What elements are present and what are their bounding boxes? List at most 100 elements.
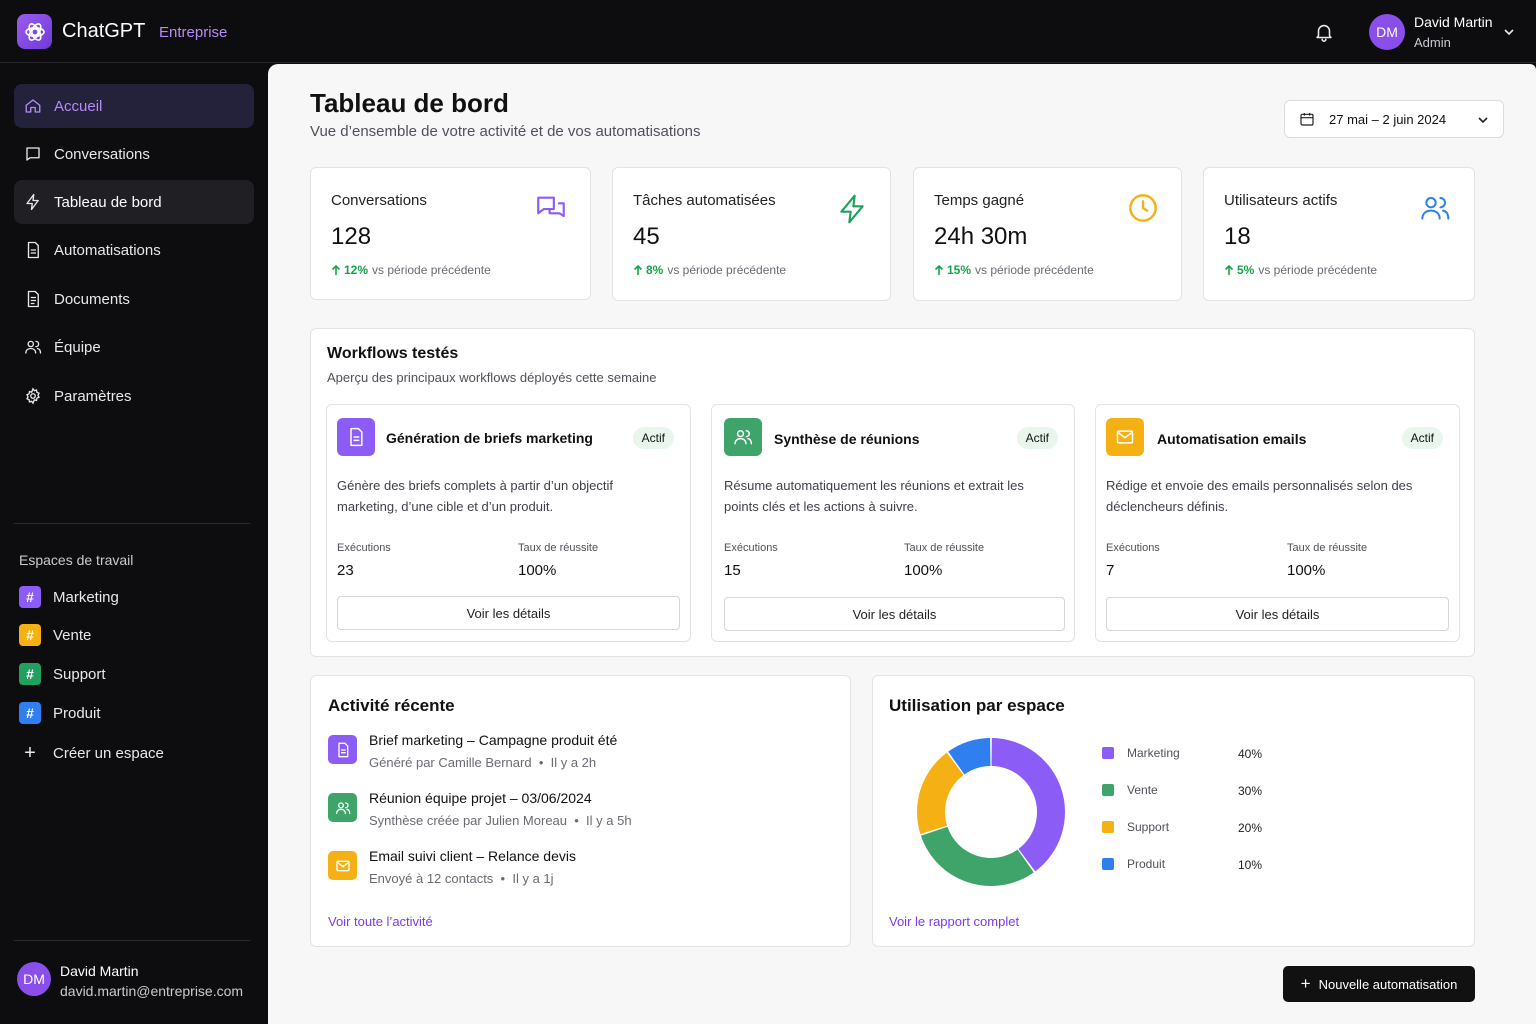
status-badge: Actif bbox=[1016, 427, 1058, 449]
success-rate-label: Taux de réussite bbox=[904, 542, 985, 554]
workflows-title: Workflows testés bbox=[327, 345, 459, 362]
sidebar-item-equipe[interactable]: Équipe bbox=[14, 325, 254, 369]
hash-icon: # bbox=[19, 702, 41, 724]
users-icon bbox=[328, 793, 357, 822]
view-details-button[interactable]: Voir les détails bbox=[337, 596, 680, 630]
executions-value: 7 bbox=[1106, 562, 1115, 579]
hash-icon: # bbox=[19, 624, 41, 646]
success-rate-value: 100% bbox=[904, 562, 943, 579]
page-title: Tableau de bord bbox=[310, 88, 509, 118]
stat-value: 24h 30m bbox=[934, 223, 1028, 250]
mail-icon bbox=[328, 851, 357, 880]
sidebar-item-label: Paramètres bbox=[54, 387, 132, 405]
donut-slice-marketing bbox=[991, 738, 1065, 872]
donut-slice-produit bbox=[948, 738, 991, 775]
sidebar-item-conversations[interactable]: Conversations bbox=[14, 132, 254, 176]
new-automation-button[interactable]: + Nouvelle automatisation bbox=[1283, 966, 1475, 1002]
users-icon bbox=[724, 418, 762, 456]
stat-delta-value: 15% bbox=[947, 263, 972, 277]
sidebar-item-label: Automatisations bbox=[54, 241, 161, 259]
executions-label: Exécutions bbox=[724, 542, 778, 554]
stat-value: 45 bbox=[633, 223, 660, 250]
legend-label: Marketing bbox=[1127, 746, 1180, 760]
stat-card-temps: Temps gagné 24h 30m 15% vs période précé… bbox=[913, 167, 1182, 301]
sidebar-item-accueil[interactable]: Accueil bbox=[14, 84, 254, 128]
chat-icon bbox=[26, 147, 40, 161]
view-full-report-link[interactable]: Voir le rapport complet bbox=[889, 914, 1020, 929]
workflows-subtitle: Aperçu des principaux workflows déployés… bbox=[327, 370, 657, 385]
workflow-card-briefs: Génération de briefs marketing Actif Gén… bbox=[326, 404, 691, 642]
chatgpt-logo-icon[interactable] bbox=[17, 14, 52, 49]
legend-swatch bbox=[1102, 858, 1114, 870]
success-rate-label: Taux de réussite bbox=[518, 542, 599, 554]
create-workspace-button[interactable]: + Créer un espace bbox=[19, 741, 164, 765]
sidebar-item-label: Tableau de bord bbox=[54, 193, 162, 211]
document-icon bbox=[337, 418, 375, 456]
legend-swatch bbox=[1102, 784, 1114, 796]
main-content: Tableau de bord Vue d’ensemble de votre … bbox=[268, 64, 1536, 1024]
workspace-item-marketing[interactable]: # Marketing bbox=[19, 585, 119, 609]
new-automation-label: Nouvelle automatisation bbox=[1318, 976, 1458, 992]
stat-delta-value: 12% bbox=[344, 263, 369, 277]
stat-delta-suffix: vs période précédente bbox=[667, 263, 787, 277]
sidebar-user-name: David Martin bbox=[60, 963, 139, 979]
date-range-label: 27 mai – 2 juin 2024 bbox=[1329, 111, 1447, 127]
workspace-item-produit[interactable]: # Produit bbox=[19, 701, 101, 725]
bolt-icon bbox=[26, 193, 39, 211]
view-details-button[interactable]: Voir les détails bbox=[1106, 597, 1449, 631]
legend-label: Produit bbox=[1127, 857, 1166, 871]
stat-value: 128 bbox=[331, 223, 372, 250]
hash-icon: # bbox=[19, 586, 41, 608]
workspace-item-support[interactable]: # Support bbox=[19, 662, 106, 686]
arrow-up-icon bbox=[1224, 264, 1234, 275]
list-item[interactable]: Email suivi client – Relance devis Envoy… bbox=[328, 848, 808, 898]
stat-label: Conversations bbox=[331, 192, 427, 209]
user-avatar[interactable]: DM bbox=[1369, 14, 1405, 50]
plus-icon: + bbox=[24, 741, 36, 764]
sidebar-item-tableau-de-bord[interactable]: Tableau de bord bbox=[14, 180, 254, 224]
legend-value: 40% bbox=[1238, 747, 1263, 761]
file-icon bbox=[27, 290, 39, 308]
executions-value: 23 bbox=[337, 562, 354, 579]
stat-delta-suffix: vs période précédente bbox=[1258, 263, 1378, 277]
user-name[interactable]: David Martin bbox=[1414, 14, 1493, 30]
workspace-label: Vente bbox=[53, 626, 92, 644]
workflow-description: Rédige et envoie des emails personnalisé… bbox=[1106, 478, 1413, 514]
stat-delta: 5% vs période précédente bbox=[1224, 263, 1377, 277]
legend-value: 20% bbox=[1238, 821, 1263, 835]
separator-dot: • bbox=[570, 813, 583, 828]
sidebar-item-parametres[interactable]: Paramètres bbox=[14, 374, 254, 418]
donut-slice-support bbox=[917, 752, 964, 835]
workflow-card-reunions: Synthèse de réunions Actif Résume automa… bbox=[711, 404, 1075, 642]
mail-icon bbox=[1106, 418, 1144, 456]
status-badge: Actif bbox=[632, 427, 674, 449]
workspace-item-vente[interactable]: # Vente bbox=[19, 623, 91, 647]
view-details-button[interactable]: Voir les détails bbox=[724, 597, 1065, 631]
date-range-picker[interactable]: 27 mai – 2 juin 2024 bbox=[1284, 100, 1504, 138]
avatar[interactable]: DM bbox=[17, 962, 51, 996]
activity-author: Généré par Camille Bernard bbox=[369, 755, 532, 770]
usage-section: Utilisation par espace Marketing 40% Vente… bbox=[872, 675, 1475, 947]
view-all-activity-link[interactable]: Voir toute l’activité bbox=[328, 914, 433, 929]
stat-delta: 12% vs période précédente bbox=[331, 263, 491, 277]
list-item[interactable]: Réunion équipe projet – 03/06/2024 Synth… bbox=[328, 790, 808, 840]
bell-icon[interactable] bbox=[1313, 21, 1335, 43]
sidebar-item-automatisations[interactable]: Automatisations bbox=[14, 228, 254, 272]
document-icon bbox=[27, 241, 39, 259]
chevron-down-icon[interactable] bbox=[1503, 26, 1515, 38]
stat-delta: 8% vs période précédente bbox=[633, 263, 786, 277]
sidebar-item-documents[interactable]: Documents bbox=[14, 277, 254, 321]
legend-value: 10% bbox=[1238, 858, 1263, 872]
activity-time: Il y a 1j bbox=[512, 871, 554, 886]
workflow-description: Génère des briefs complets à partir d’un… bbox=[337, 478, 614, 514]
stat-card-taches: Tâches automatisées 45 8% vs période pré… bbox=[612, 167, 891, 301]
sidebar-divider bbox=[14, 940, 250, 941]
stat-card-conversations: Conversations 128 12% vs période précéde… bbox=[310, 167, 591, 300]
recent-activity-section: Activité récente Brief marketing – Campa… bbox=[310, 675, 851, 947]
list-item[interactable]: Brief marketing – Campagne produit été G… bbox=[328, 732, 808, 782]
legend-label: Support bbox=[1127, 820, 1170, 834]
create-workspace-label: Créer un espace bbox=[53, 744, 164, 762]
activity-meta: Généré par Camille Bernard • Il y a 2h bbox=[369, 755, 596, 770]
clock-icon bbox=[1127, 192, 1159, 224]
sidebar-item-label: Accueil bbox=[54, 97, 103, 115]
